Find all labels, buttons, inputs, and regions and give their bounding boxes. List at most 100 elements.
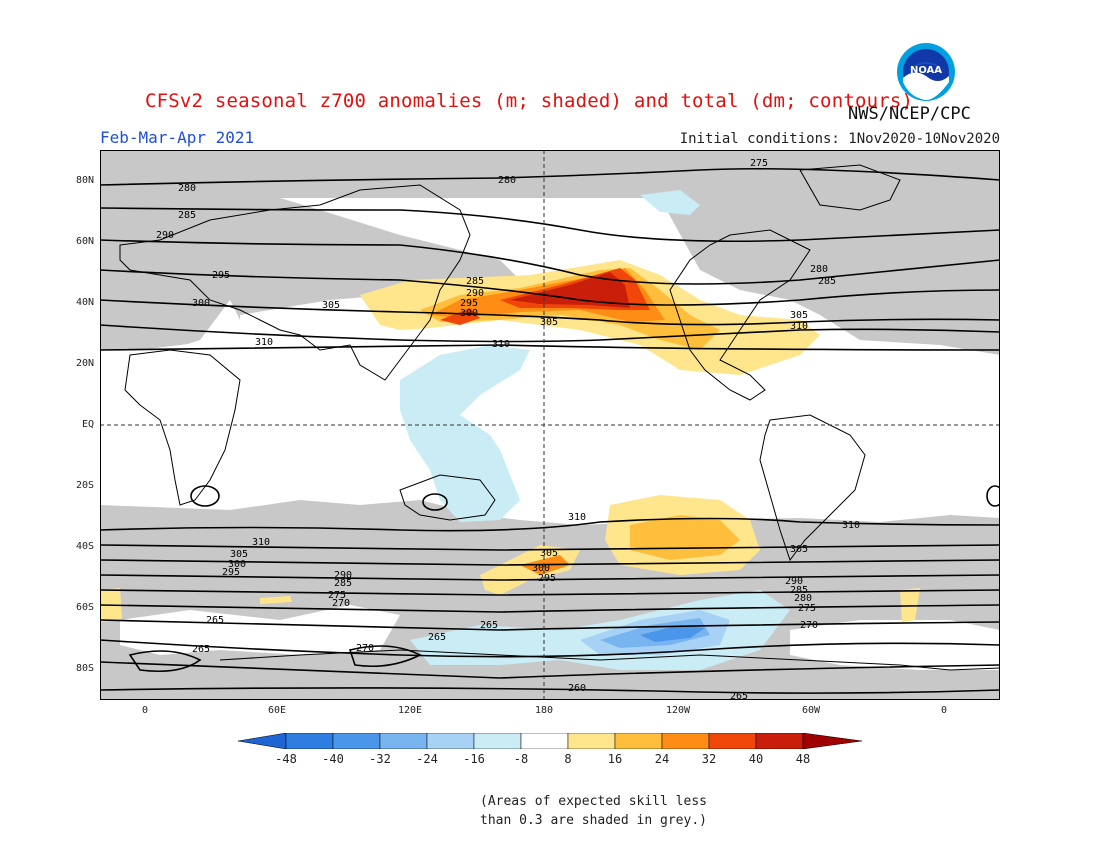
contour-label: 295	[538, 573, 556, 584]
colorbar-label: -40	[322, 752, 344, 766]
contour-label: 310	[252, 537, 270, 548]
contour-label: 270	[356, 643, 374, 654]
colorbar-cell	[802, 733, 862, 749]
lat-label: EQ	[81, 419, 94, 430]
colorbar-label: 24	[654, 752, 670, 766]
contour-label: 270	[332, 598, 350, 609]
contour-label: 290	[156, 230, 174, 241]
colorbar-label: 40	[748, 752, 764, 766]
lon-label: 180	[534, 705, 554, 716]
contour-label: 310	[790, 321, 808, 332]
svg-text:NOAA: NOAA	[910, 65, 942, 76]
lat-label: 20S	[75, 480, 94, 491]
contour-label: 310	[492, 339, 510, 350]
contour-label: 290	[785, 576, 803, 587]
lat-label: 80S	[75, 663, 94, 674]
contour-label: 290	[334, 570, 352, 581]
colorbar-cell	[520, 733, 569, 749]
contour-label: 285	[466, 276, 484, 287]
anomaly-map: 275 280 280 280 285 285 285 290 290 295 …	[100, 150, 1000, 700]
lon-label: 0	[141, 705, 149, 716]
colorbar-label: -24	[416, 752, 438, 766]
grid-lines	[100, 150, 1000, 700]
colorbar-cell	[567, 733, 616, 749]
contour-label: 285	[178, 210, 196, 221]
contour-label: 305	[540, 548, 558, 559]
contour-label: 310	[842, 520, 860, 531]
contour-label: 305	[322, 300, 340, 311]
colorbar	[238, 733, 862, 749]
contour-label: 295	[460, 298, 478, 309]
contour-label: 300	[460, 308, 478, 319]
contour-label: 305	[230, 549, 248, 560]
contour-label: 275	[798, 603, 816, 614]
contour-label: 265	[206, 615, 224, 626]
lon-label: 60E	[267, 705, 287, 716]
contour-label: 305	[790, 544, 808, 555]
skill-note-line2: than 0.3 are shaded in grey.)	[480, 813, 707, 828]
contour-label: 265	[480, 620, 498, 631]
colorbar-cell	[332, 733, 381, 749]
contour-label: 295	[212, 270, 230, 281]
colorbar-cell	[755, 733, 804, 749]
contour-label: 265	[428, 632, 446, 643]
skill-note-line1: (Areas of expected skill less	[480, 794, 707, 809]
colorbar-cell	[614, 733, 663, 749]
colorbar-cell	[473, 733, 522, 749]
lon-label: 120W	[665, 705, 691, 716]
contour-label: 280	[810, 264, 828, 275]
noaa-logo: NOAA	[897, 43, 955, 101]
colorbar-cell	[285, 733, 334, 749]
contour-label: 285	[334, 578, 352, 589]
colorbar-cell	[708, 733, 757, 749]
contour-label: 280	[794, 593, 812, 604]
lat-label: 40N	[75, 297, 94, 308]
colorbar-label: 32	[701, 752, 717, 766]
negative-anomaly	[400, 190, 790, 670]
contour-label: 300	[228, 559, 246, 570]
lon-label: 0	[940, 705, 948, 716]
initial-conditions: Initial conditions: 1Nov2020-10Nov2020	[679, 131, 1000, 147]
land-outlines	[119, 164, 1000, 671]
colorbar-label: 8	[564, 752, 572, 766]
contour-label: 260	[568, 683, 586, 694]
contour-label: 285	[818, 276, 836, 287]
contour-label: 265	[192, 644, 210, 655]
height-contours	[100, 167, 1000, 694]
colorbar-cell	[661, 733, 710, 749]
colorbar-label: -16	[463, 752, 485, 766]
colorbar-label: 48	[795, 752, 811, 766]
contour-label: 305	[790, 310, 808, 321]
colorbar-label: -32	[369, 752, 391, 766]
contour-label: 295	[222, 567, 240, 578]
forecast-period: Feb-Mar-Apr 2021	[100, 128, 255, 147]
contour-labels-south: 310 310 310 305 305 305 300 300 295 295 …	[192, 512, 860, 700]
contour-label: 310	[568, 512, 586, 523]
agency-label: NWS/NCEP/CPC	[848, 104, 971, 124]
contour-label: 310	[255, 337, 273, 348]
contour-label: 305	[540, 317, 558, 328]
contour-label: 280	[498, 175, 516, 186]
lat-label: 60N	[75, 236, 94, 247]
colorbar-label: -48	[275, 752, 297, 766]
lat-label: 80N	[75, 175, 94, 186]
lat-label: 20N	[75, 358, 94, 369]
colorbar-label: 16	[607, 752, 623, 766]
contour-label: 300	[192, 298, 210, 309]
contour-label: 265	[730, 691, 748, 700]
contour-label: 275	[750, 158, 768, 169]
chart-title: CFSv2 seasonal z700 anomalies (m; shaded…	[145, 90, 914, 112]
lat-label: 40S	[75, 541, 94, 552]
colorbar-cell	[238, 733, 287, 749]
contour-label: 280	[178, 183, 196, 194]
colorbar-cell	[379, 733, 428, 749]
colorbar-label: -8	[513, 752, 529, 766]
contour-label: 290	[466, 288, 484, 299]
contour-labels-north: 275 280 280 280 285 285 285 290 290 295 …	[156, 158, 836, 350]
contour-label: 270	[800, 620, 818, 631]
lat-label: 60S	[75, 602, 94, 613]
contour-label: 300	[532, 563, 550, 574]
contour-label: 285	[790, 585, 808, 596]
lon-label: 60W	[801, 705, 821, 716]
lon-label: 120E	[397, 705, 423, 716]
